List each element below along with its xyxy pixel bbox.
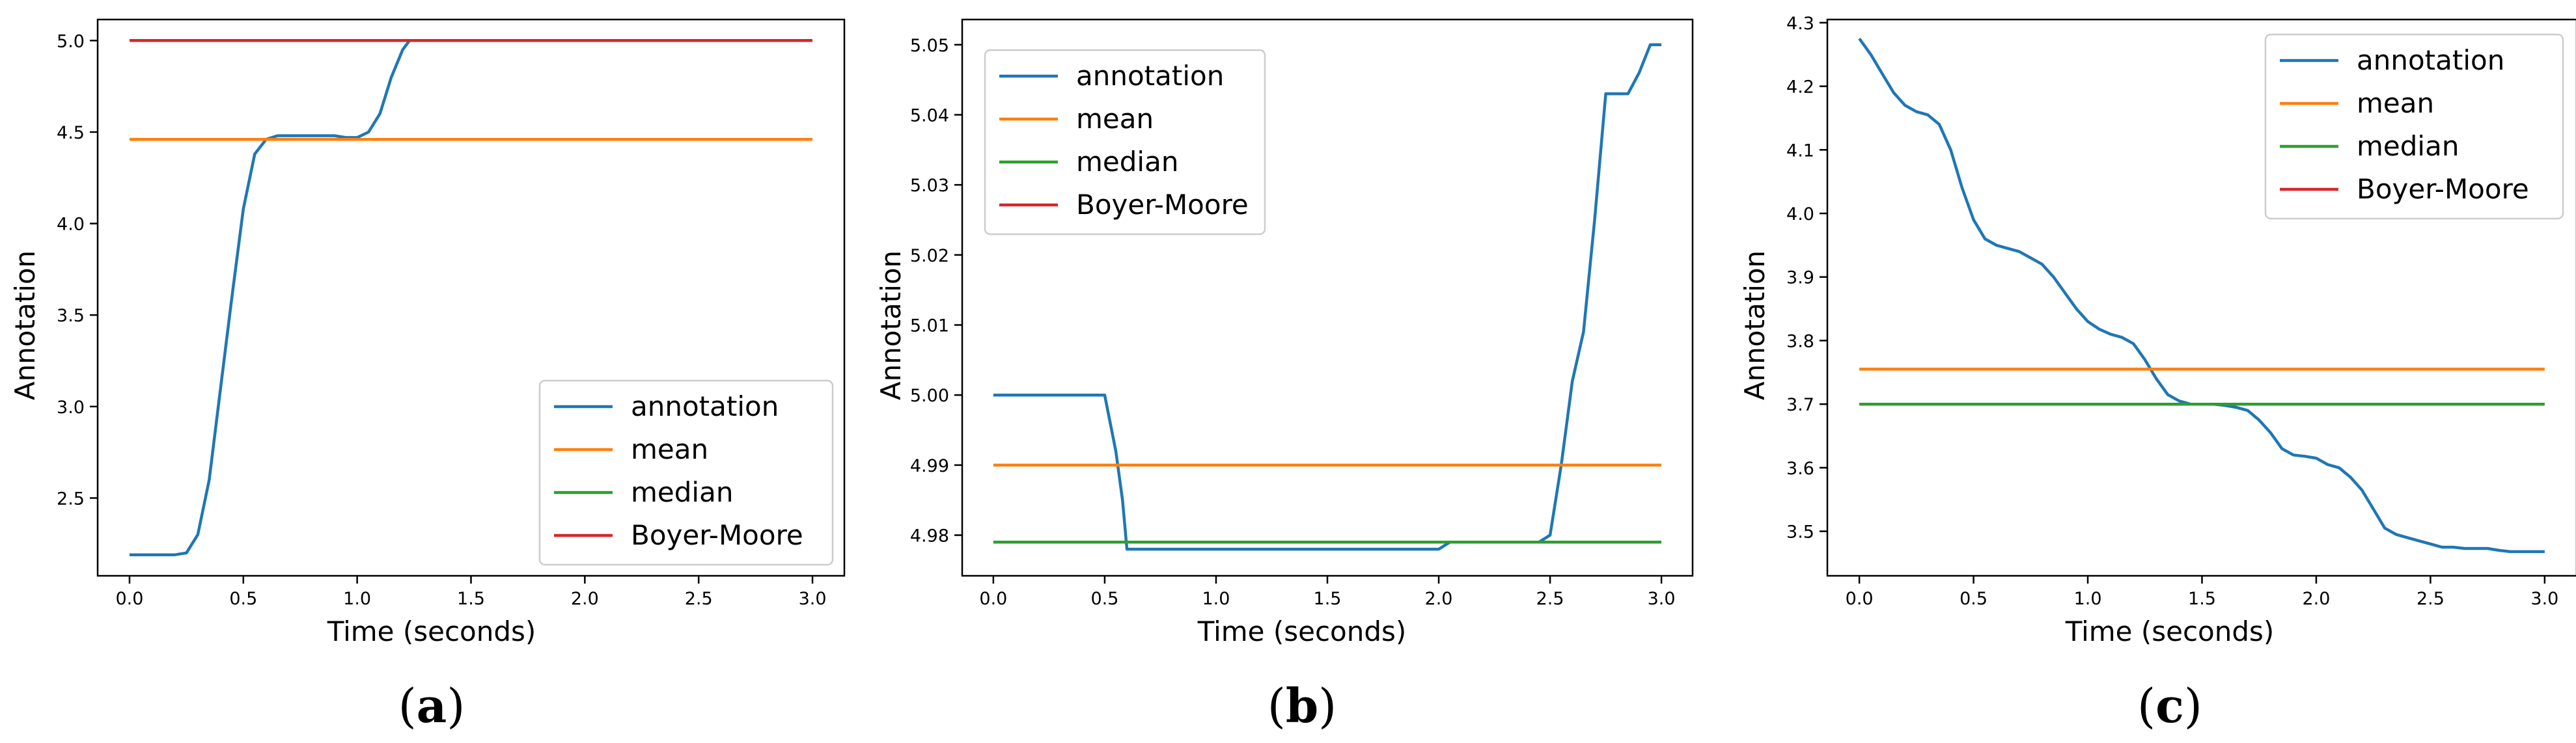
y-tick-label-a: 3.0 [57,398,85,418]
x-tick-label-a: 1.0 [343,589,371,609]
y-tick-label-b: 4.98 [910,526,949,547]
x-tick-label-a: 2.5 [685,589,713,609]
x-tick-label-c: 2.0 [2302,589,2330,609]
x-tick-label-c: 2.5 [2417,589,2444,609]
legend-frame-a [538,379,834,566]
series-line-annotation-b [993,43,1662,551]
x-tick-label-c: 3.0 [2530,589,2558,609]
x-tick-label-b: 1.5 [1314,589,1342,609]
xlabel-b: Time (seconds) [1197,615,1407,647]
x-tick-label-a: 3.0 [799,589,827,609]
x-tick-label-c: 0.5 [1960,589,1987,609]
y-tick-label-a: 5.0 [57,31,85,51]
x-tick-label-a: 2.0 [571,589,599,609]
x-tick-label-b: 2.0 [1425,589,1453,609]
caption-b: (b) [1267,678,1337,733]
caption-c-letter: c [2155,678,2184,733]
legend-c: annotation mean median Boyer-Moore [2264,33,2564,220]
legend-frame-b [984,49,1266,236]
caption-c: (c) [2137,678,2202,733]
ylabel-c: Annotation [1739,250,1771,400]
x-tick-label-c: 0.0 [1846,589,1874,609]
y-tick-label-a: 3.5 [57,306,85,326]
legend-label-a: median [631,476,733,508]
legend-label-b: median [1076,146,1178,178]
x-tick-label-a: 1.5 [457,589,485,609]
legend-frame-c [2264,33,2564,220]
y-tick-label-a: 4.0 [57,215,85,235]
xlabel-c: Time (seconds) [2065,615,2275,647]
legend-label-c: mean [2357,87,2434,119]
y-tick-label-c: 4.0 [1786,204,1814,224]
legend-label-c: annotation [2357,44,2504,76]
x-tick-label-a: 0.5 [229,589,257,609]
x-tick-label-b: 3.0 [1648,589,1676,609]
legend-label-c: Boyer-Moore [2357,173,2529,205]
x-tick-label-b: 2.5 [1536,589,1564,609]
subplot-c: Annotation Time (seconds) (c) 0.0 0.5 1.0 1… [1739,14,2576,733]
y-tick-label-c: 3.8 [1786,331,1814,351]
y-tick-label-b: 5.00 [910,386,949,406]
subplot-b: Annotation Time (seconds) (b) 0.0 0.5 1.0 1… [875,18,1694,733]
y-tick-label-b: 4.99 [910,456,949,476]
ylabel-a: Annotation [9,250,41,400]
y-tick-label-c: 3.9 [1786,268,1814,288]
series-line-annotation-a [130,39,411,556]
y-tick-label-b: 5.03 [910,176,949,196]
legend-a: annotation mean median Boyer-Moore [538,379,834,566]
y-tick-label-b: 5.05 [910,36,949,56]
caption-a: (a) [398,678,465,733]
legend-b: annotation mean median Boyer-Moore [984,49,1266,236]
x-tick-label-c: 1.0 [2074,589,2102,609]
x-tick-label-b: 0.0 [979,589,1007,609]
legend-label-a: mean [631,433,708,465]
x-tick-label-b: 0.5 [1090,589,1118,609]
legend-label-b: mean [1076,103,1154,135]
y-tick-label-c: 3.7 [1786,395,1814,415]
y-tick-label-c: 4.3 [1786,14,1814,34]
subplot-a: Annotation Time (seconds) (a) 0.0 0.5 1.0 1… [9,18,846,733]
x-tick-label-b: 1.0 [1202,589,1230,609]
y-tick-label-a: 2.5 [57,489,85,509]
y-tick-label-a: 4.5 [57,123,85,143]
legend-label-c: median [2357,130,2459,162]
legend-label-b: annotation [1076,60,1224,92]
legend-label-b: Boyer-Moore [1076,189,1249,221]
legend-label-a: Boyer-Moore [631,519,803,551]
y-tick-label-c: 3.5 [1786,522,1814,543]
y-tick-label-b: 5.04 [910,105,949,126]
xlabel-a: Time (seconds) [327,615,536,647]
caption-a-letter: a [417,678,447,733]
y-tick-label-b: 5.02 [910,246,949,266]
legend-label-a: annotation [631,390,779,422]
y-tick-label-c: 4.1 [1786,141,1814,161]
y-tick-label-c: 3.6 [1786,459,1814,479]
caption-b-letter: b [1286,678,1318,733]
x-tick-label-a: 0.0 [115,589,143,609]
y-tick-label-b: 5.01 [910,316,949,336]
ylabel-b: Annotation [875,250,907,400]
y-tick-label-c: 4.2 [1786,77,1814,98]
x-tick-label-c: 1.5 [2188,589,2216,609]
